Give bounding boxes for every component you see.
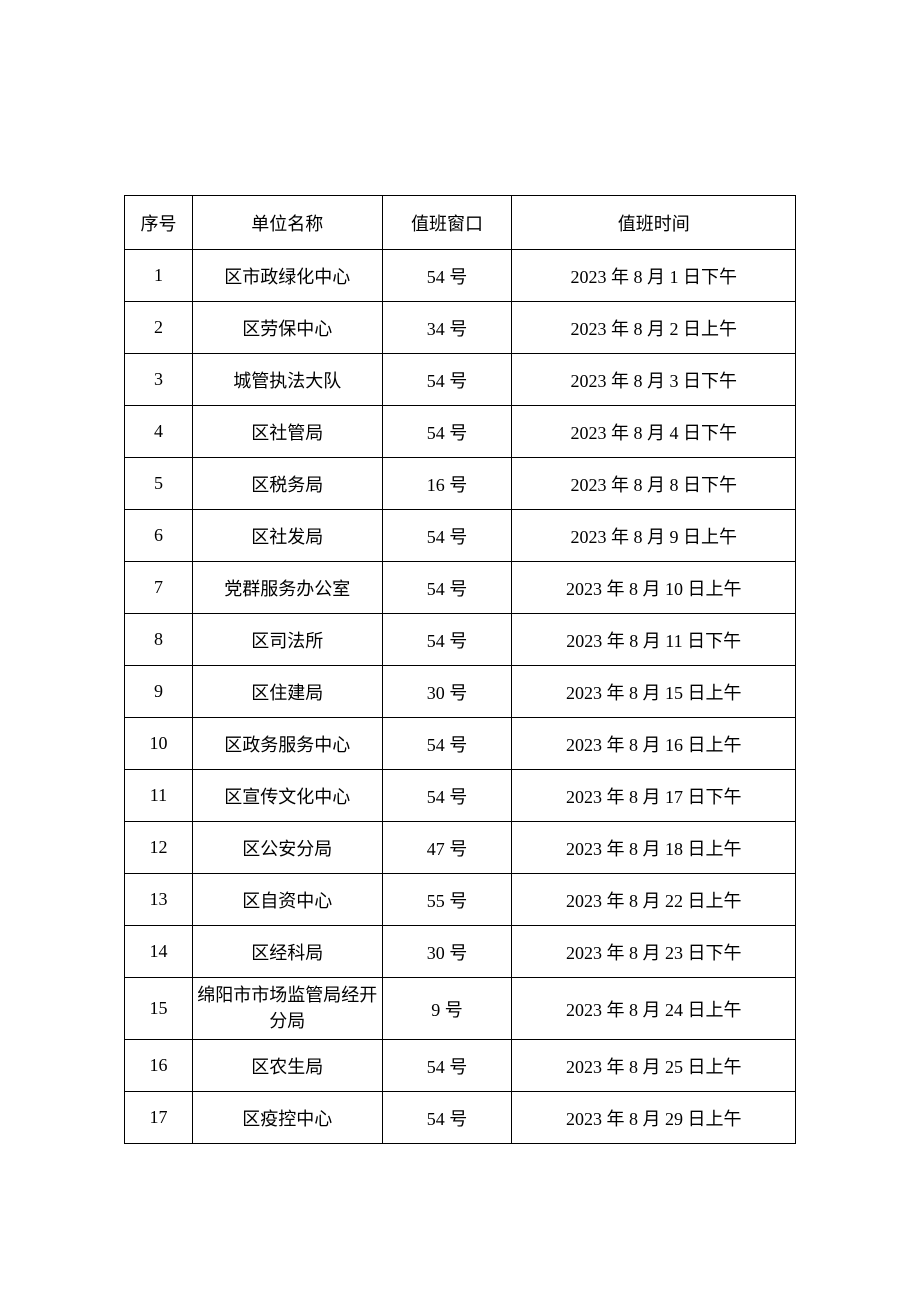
cell-window: 34 号 xyxy=(382,302,512,354)
cell-name: 区政务服务中心 xyxy=(192,718,382,770)
cell-window: 47 号 xyxy=(382,822,512,874)
cell-name: 区住建局 xyxy=(192,666,382,718)
cell-time: 2023 年 8 月 16 日上午 xyxy=(512,718,796,770)
table-header-row: 序号 单位名称 值班窗口 值班时间 xyxy=(125,196,796,250)
cell-time: 2023 年 8 月 24 日上午 xyxy=(512,978,796,1040)
cell-seq: 10 xyxy=(125,718,193,770)
cell-seq: 13 xyxy=(125,874,193,926)
cell-seq: 12 xyxy=(125,822,193,874)
header-seq: 序号 xyxy=(125,196,193,250)
table-row: 1 区市政绿化中心 54 号 2023 年 8 月 1 日下午 xyxy=(125,250,796,302)
cell-window: 54 号 xyxy=(382,718,512,770)
cell-seq: 5 xyxy=(125,458,193,510)
cell-name: 区市政绿化中心 xyxy=(192,250,382,302)
cell-name: 区自资中心 xyxy=(192,874,382,926)
cell-seq: 11 xyxy=(125,770,193,822)
header-name: 单位名称 xyxy=(192,196,382,250)
cell-name: 城管执法大队 xyxy=(192,354,382,406)
cell-time: 2023 年 8 月 4 日下午 xyxy=(512,406,796,458)
cell-seq: 7 xyxy=(125,562,193,614)
cell-window: 30 号 xyxy=(382,926,512,978)
cell-window: 54 号 xyxy=(382,510,512,562)
cell-time: 2023 年 8 月 25 日上午 xyxy=(512,1040,796,1092)
cell-time: 2023 年 8 月 8 日下午 xyxy=(512,458,796,510)
cell-window: 30 号 xyxy=(382,666,512,718)
cell-window: 54 号 xyxy=(382,1092,512,1144)
cell-name: 区社发局 xyxy=(192,510,382,562)
cell-seq: 6 xyxy=(125,510,193,562)
table-body: 1 区市政绿化中心 54 号 2023 年 8 月 1 日下午 2 区劳保中心 … xyxy=(125,250,796,1144)
cell-window: 54 号 xyxy=(382,250,512,302)
cell-time: 2023 年 8 月 1 日下午 xyxy=(512,250,796,302)
cell-time: 2023 年 8 月 10 日上午 xyxy=(512,562,796,614)
schedule-table: 序号 单位名称 值班窗口 值班时间 1 区市政绿化中心 54 号 2023 年 … xyxy=(124,195,796,1144)
cell-time: 2023 年 8 月 23 日下午 xyxy=(512,926,796,978)
cell-seq: 9 xyxy=(125,666,193,718)
cell-seq: 14 xyxy=(125,926,193,978)
cell-seq: 16 xyxy=(125,1040,193,1092)
table-row: 16 区农生局 54 号 2023 年 8 月 25 日上午 xyxy=(125,1040,796,1092)
table-row: 17 区疫控中心 54 号 2023 年 8 月 29 日上午 xyxy=(125,1092,796,1144)
cell-time: 2023 年 8 月 11 日下午 xyxy=(512,614,796,666)
cell-window: 55 号 xyxy=(382,874,512,926)
cell-name: 区税务局 xyxy=(192,458,382,510)
cell-name: 区农生局 xyxy=(192,1040,382,1092)
table-row: 12 区公安分局 47 号 2023 年 8 月 18 日上午 xyxy=(125,822,796,874)
table-row: 10 区政务服务中心 54 号 2023 年 8 月 16 日上午 xyxy=(125,718,796,770)
cell-time: 2023 年 8 月 3 日下午 xyxy=(512,354,796,406)
cell-seq: 4 xyxy=(125,406,193,458)
table-row: 14 区经科局 30 号 2023 年 8 月 23 日下午 xyxy=(125,926,796,978)
cell-time: 2023 年 8 月 2 日上午 xyxy=(512,302,796,354)
table-row: 11 区宣传文化中心 54 号 2023 年 8 月 17 日下午 xyxy=(125,770,796,822)
cell-time: 2023 年 8 月 17 日下午 xyxy=(512,770,796,822)
cell-seq: 17 xyxy=(125,1092,193,1144)
cell-time: 2023 年 8 月 9 日上午 xyxy=(512,510,796,562)
table-row: 9 区住建局 30 号 2023 年 8 月 15 日上午 xyxy=(125,666,796,718)
cell-window: 54 号 xyxy=(382,1040,512,1092)
table-row: 5 区税务局 16 号 2023 年 8 月 8 日下午 xyxy=(125,458,796,510)
cell-window: 16 号 xyxy=(382,458,512,510)
cell-name: 区社管局 xyxy=(192,406,382,458)
cell-name: 区公安分局 xyxy=(192,822,382,874)
table-row: 2 区劳保中心 34 号 2023 年 8 月 2 日上午 xyxy=(125,302,796,354)
cell-name: 区司法所 xyxy=(192,614,382,666)
cell-seq: 3 xyxy=(125,354,193,406)
cell-time: 2023 年 8 月 18 日上午 xyxy=(512,822,796,874)
table-row: 7 党群服务办公室 54 号 2023 年 8 月 10 日上午 xyxy=(125,562,796,614)
cell-name: 党群服务办公室 xyxy=(192,562,382,614)
header-time: 值班时间 xyxy=(512,196,796,250)
cell-window: 54 号 xyxy=(382,770,512,822)
cell-window: 9 号 xyxy=(382,978,512,1040)
cell-name: 区宣传文化中心 xyxy=(192,770,382,822)
cell-name: 区劳保中心 xyxy=(192,302,382,354)
cell-seq: 15 xyxy=(125,978,193,1040)
cell-name: 区经科局 xyxy=(192,926,382,978)
cell-seq: 2 xyxy=(125,302,193,354)
cell-window: 54 号 xyxy=(382,406,512,458)
cell-name: 绵阳市市场监管局经开分局 xyxy=(192,978,382,1040)
table-row: 6 区社发局 54 号 2023 年 8 月 9 日上午 xyxy=(125,510,796,562)
table-row: 15 绵阳市市场监管局经开分局 9 号 2023 年 8 月 24 日上午 xyxy=(125,978,796,1040)
cell-window: 54 号 xyxy=(382,562,512,614)
cell-time: 2023 年 8 月 15 日上午 xyxy=(512,666,796,718)
cell-name: 区疫控中心 xyxy=(192,1092,382,1144)
table-row: 8 区司法所 54 号 2023 年 8 月 11 日下午 xyxy=(125,614,796,666)
cell-window: 54 号 xyxy=(382,614,512,666)
cell-window: 54 号 xyxy=(382,354,512,406)
cell-seq: 8 xyxy=(125,614,193,666)
table-row: 3 城管执法大队 54 号 2023 年 8 月 3 日下午 xyxy=(125,354,796,406)
cell-seq: 1 xyxy=(125,250,193,302)
table-row: 13 区自资中心 55 号 2023 年 8 月 22 日上午 xyxy=(125,874,796,926)
cell-time: 2023 年 8 月 22 日上午 xyxy=(512,874,796,926)
header-window: 值班窗口 xyxy=(382,196,512,250)
cell-time: 2023 年 8 月 29 日上午 xyxy=(512,1092,796,1144)
table-row: 4 区社管局 54 号 2023 年 8 月 4 日下午 xyxy=(125,406,796,458)
